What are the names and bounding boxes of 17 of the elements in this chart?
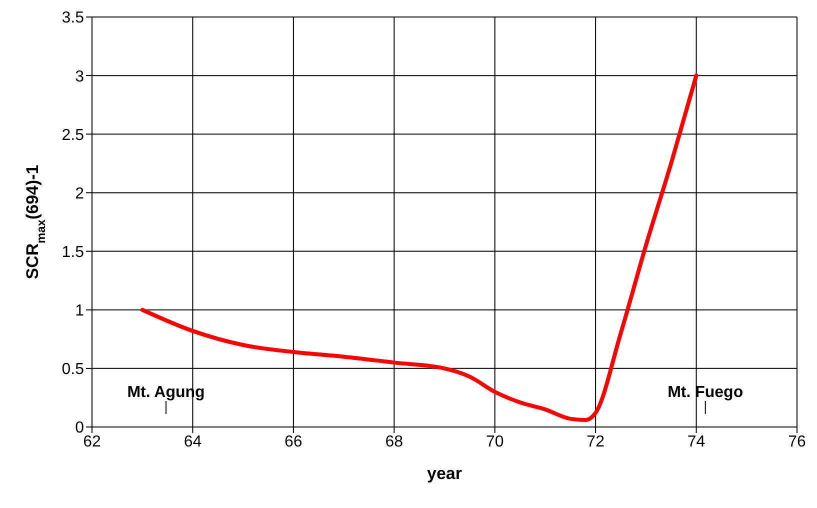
x-tick-label: 74 [687,433,706,450]
y-tick-label: 3 [75,68,84,86]
y-tick-label: 2 [75,185,84,202]
y-tick-label: 3.5 [62,10,84,27]
x-tick-label: 72 [586,433,605,450]
x-tick-label: 76 [788,433,806,450]
y-tick-label: 1 [75,302,84,320]
x-tick-label: 66 [284,433,302,450]
x-axis-title: year [427,464,462,484]
x-tick-label: 68 [385,433,404,450]
y-tick-label: 0.5 [62,361,84,378]
y-tick-label: 0 [75,420,84,437]
x-tick-label: 70 [486,433,504,450]
x-tick-label: 62 [83,433,101,450]
y-tick-label: 1.5 [62,244,84,261]
y-tick-label: 2.5 [62,126,84,144]
x-tick-label: 64 [184,433,202,450]
